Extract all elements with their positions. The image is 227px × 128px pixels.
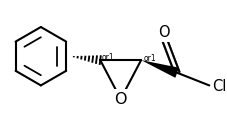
Polygon shape	[160, 36, 179, 74]
Text: O: O	[114, 92, 126, 106]
Polygon shape	[141, 60, 178, 78]
Text: or1: or1	[101, 53, 113, 62]
Text: or1: or1	[143, 54, 156, 63]
Text: Cl: Cl	[211, 79, 226, 94]
Text: O: O	[157, 25, 169, 40]
